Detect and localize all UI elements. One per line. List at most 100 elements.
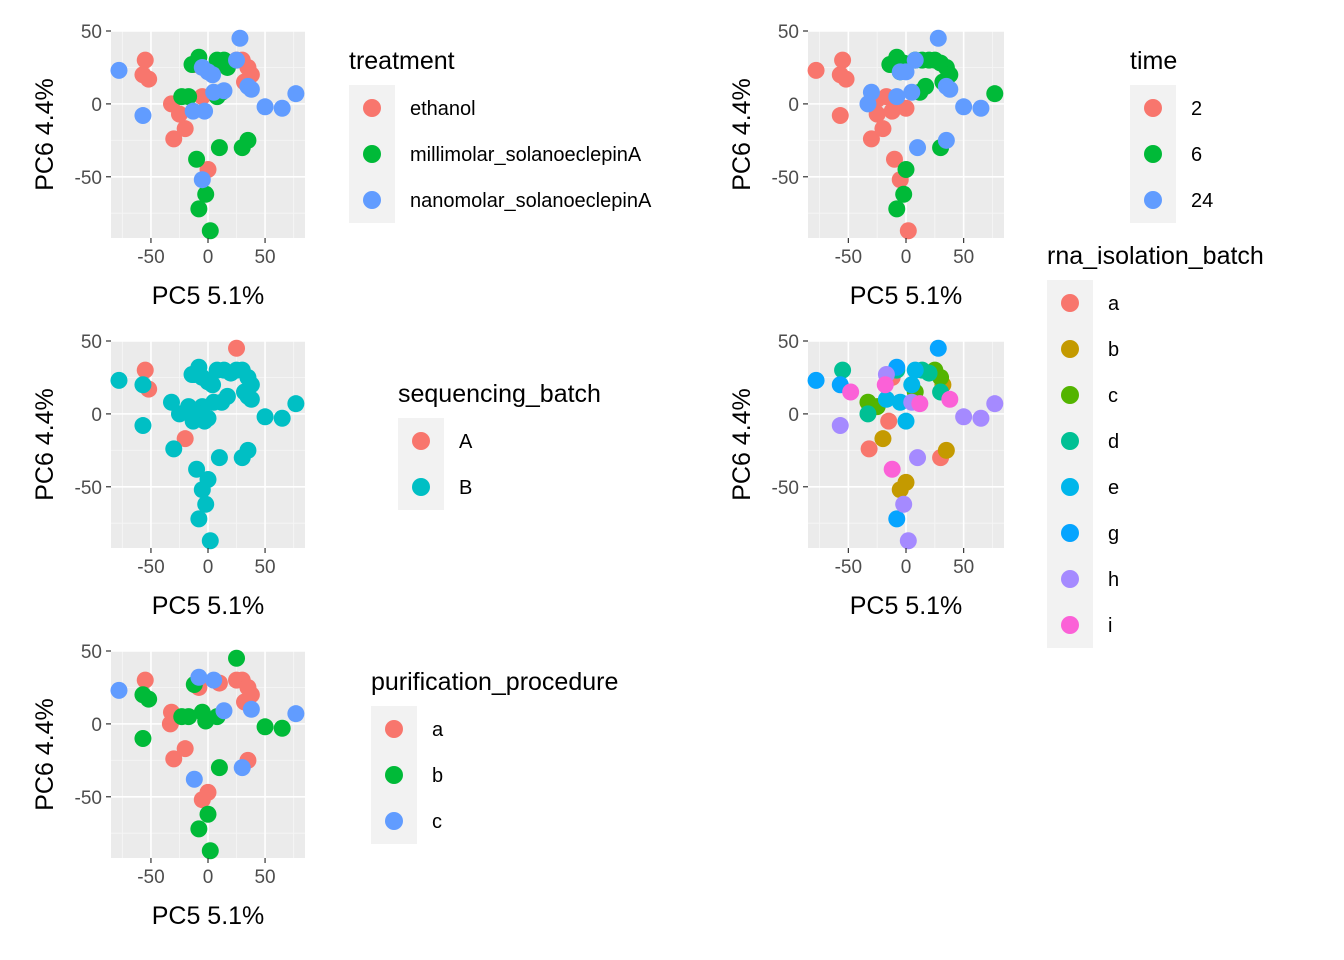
y-tick-label: -50 <box>75 478 102 499</box>
legend-label: e <box>1108 477 1119 499</box>
chart-1: -50 0 50 -50 0 50 PC5 5.1% PC6 4.4% treatment eth… <box>31 22 652 310</box>
legend-label: g <box>1108 523 1119 545</box>
legend-key <box>1061 616 1079 634</box>
data-point <box>136 51 154 69</box>
x-axis-title: PC5 5.1% <box>152 902 265 930</box>
y-tick-label: 0 <box>788 95 799 116</box>
data-point <box>897 473 915 491</box>
data-point <box>180 88 198 106</box>
data-point <box>215 82 233 100</box>
data-point <box>176 120 194 138</box>
y-tick-label: 0 <box>91 405 102 426</box>
legend-label: h <box>1108 569 1119 591</box>
x-tick-label: -50 <box>137 867 164 888</box>
data-point <box>880 412 898 430</box>
legend-label: 2 <box>1191 98 1202 120</box>
data-point <box>888 510 906 528</box>
legend-label: A <box>459 431 473 453</box>
data-point <box>140 70 158 88</box>
data-point <box>874 430 892 448</box>
legend-title: sequencing_batch <box>398 380 601 408</box>
data-point <box>899 222 917 240</box>
data-point <box>909 449 927 467</box>
x-tick-label: 50 <box>254 557 275 578</box>
data-point <box>888 200 906 218</box>
legend-title: rna_isolation_batch <box>1047 242 1264 270</box>
y-tick-label: -50 <box>75 788 102 809</box>
data-point <box>201 222 219 240</box>
data-point <box>228 339 246 357</box>
chart-3: -50 0 50 -50 0 50 PC5 5.1% PC6 4.4% sequencing_b… <box>31 332 601 620</box>
data-point <box>897 99 915 117</box>
data-point <box>228 649 246 667</box>
data-point <box>242 700 260 718</box>
data-point <box>170 105 188 123</box>
data-point <box>287 85 305 103</box>
legend: treatment ethanol millimolar_solanoeclepin… <box>349 47 652 223</box>
data-point <box>955 98 973 116</box>
data-point <box>176 740 194 758</box>
y-tick-label: 50 <box>81 642 102 663</box>
legend-key <box>1144 191 1162 209</box>
data-point <box>897 63 915 81</box>
legend-label: b <box>432 765 443 787</box>
data-point <box>239 131 257 149</box>
legend-key-background <box>398 418 444 510</box>
y-tick-label: -50 <box>772 478 799 499</box>
data-point <box>862 130 880 148</box>
data-point <box>199 409 217 427</box>
data-point <box>920 364 938 382</box>
legend-key-background <box>1047 280 1093 648</box>
data-point <box>188 150 206 168</box>
legend-label: millimolar_solanoeclepinA <box>410 144 642 166</box>
data-point <box>196 102 214 120</box>
data-point <box>955 408 973 426</box>
data-point <box>941 390 959 408</box>
data-point <box>190 200 208 218</box>
data-point <box>899 532 917 550</box>
x-tick-label: -50 <box>137 557 164 578</box>
legend-label: B <box>459 477 472 499</box>
data-point <box>273 719 291 737</box>
legend-key <box>412 478 430 496</box>
data-point <box>807 371 825 389</box>
data-point <box>937 131 955 149</box>
legend: sequencing_batch A B <box>398 380 601 510</box>
x-tick-label: 50 <box>953 557 974 578</box>
data-point <box>110 61 128 79</box>
data-point <box>895 185 913 203</box>
legend-label: i <box>1108 615 1112 637</box>
data-point <box>190 668 208 686</box>
data-point <box>273 409 291 427</box>
x-tick-label: 0 <box>203 867 214 888</box>
y-axis-title: PC6 4.4% <box>31 78 59 191</box>
legend-label: b <box>1108 339 1119 361</box>
data-point <box>273 99 291 117</box>
data-point <box>903 376 921 394</box>
data-point <box>190 820 208 838</box>
data-point <box>972 409 990 427</box>
data-point <box>287 395 305 413</box>
legend-key <box>363 99 381 117</box>
legend-label: a <box>432 719 444 741</box>
data-point <box>885 150 903 168</box>
x-tick-label: 0 <box>203 557 214 578</box>
legend-key <box>1144 145 1162 163</box>
legend-title: purification_procedure <box>371 668 618 696</box>
data-point <box>906 51 924 69</box>
y-tick-label: -50 <box>772 168 799 189</box>
data-point <box>807 61 825 79</box>
data-point <box>874 120 892 138</box>
data-point <box>190 510 208 528</box>
legend-key <box>1061 294 1079 312</box>
y-tick-label: 50 <box>778 332 799 353</box>
data-point <box>210 449 228 467</box>
legend-key <box>363 145 381 163</box>
data-point <box>140 690 158 708</box>
y-axis-title: PC6 4.4% <box>31 388 59 501</box>
data-point <box>204 376 222 394</box>
data-point <box>287 705 305 723</box>
data-point <box>231 29 249 47</box>
